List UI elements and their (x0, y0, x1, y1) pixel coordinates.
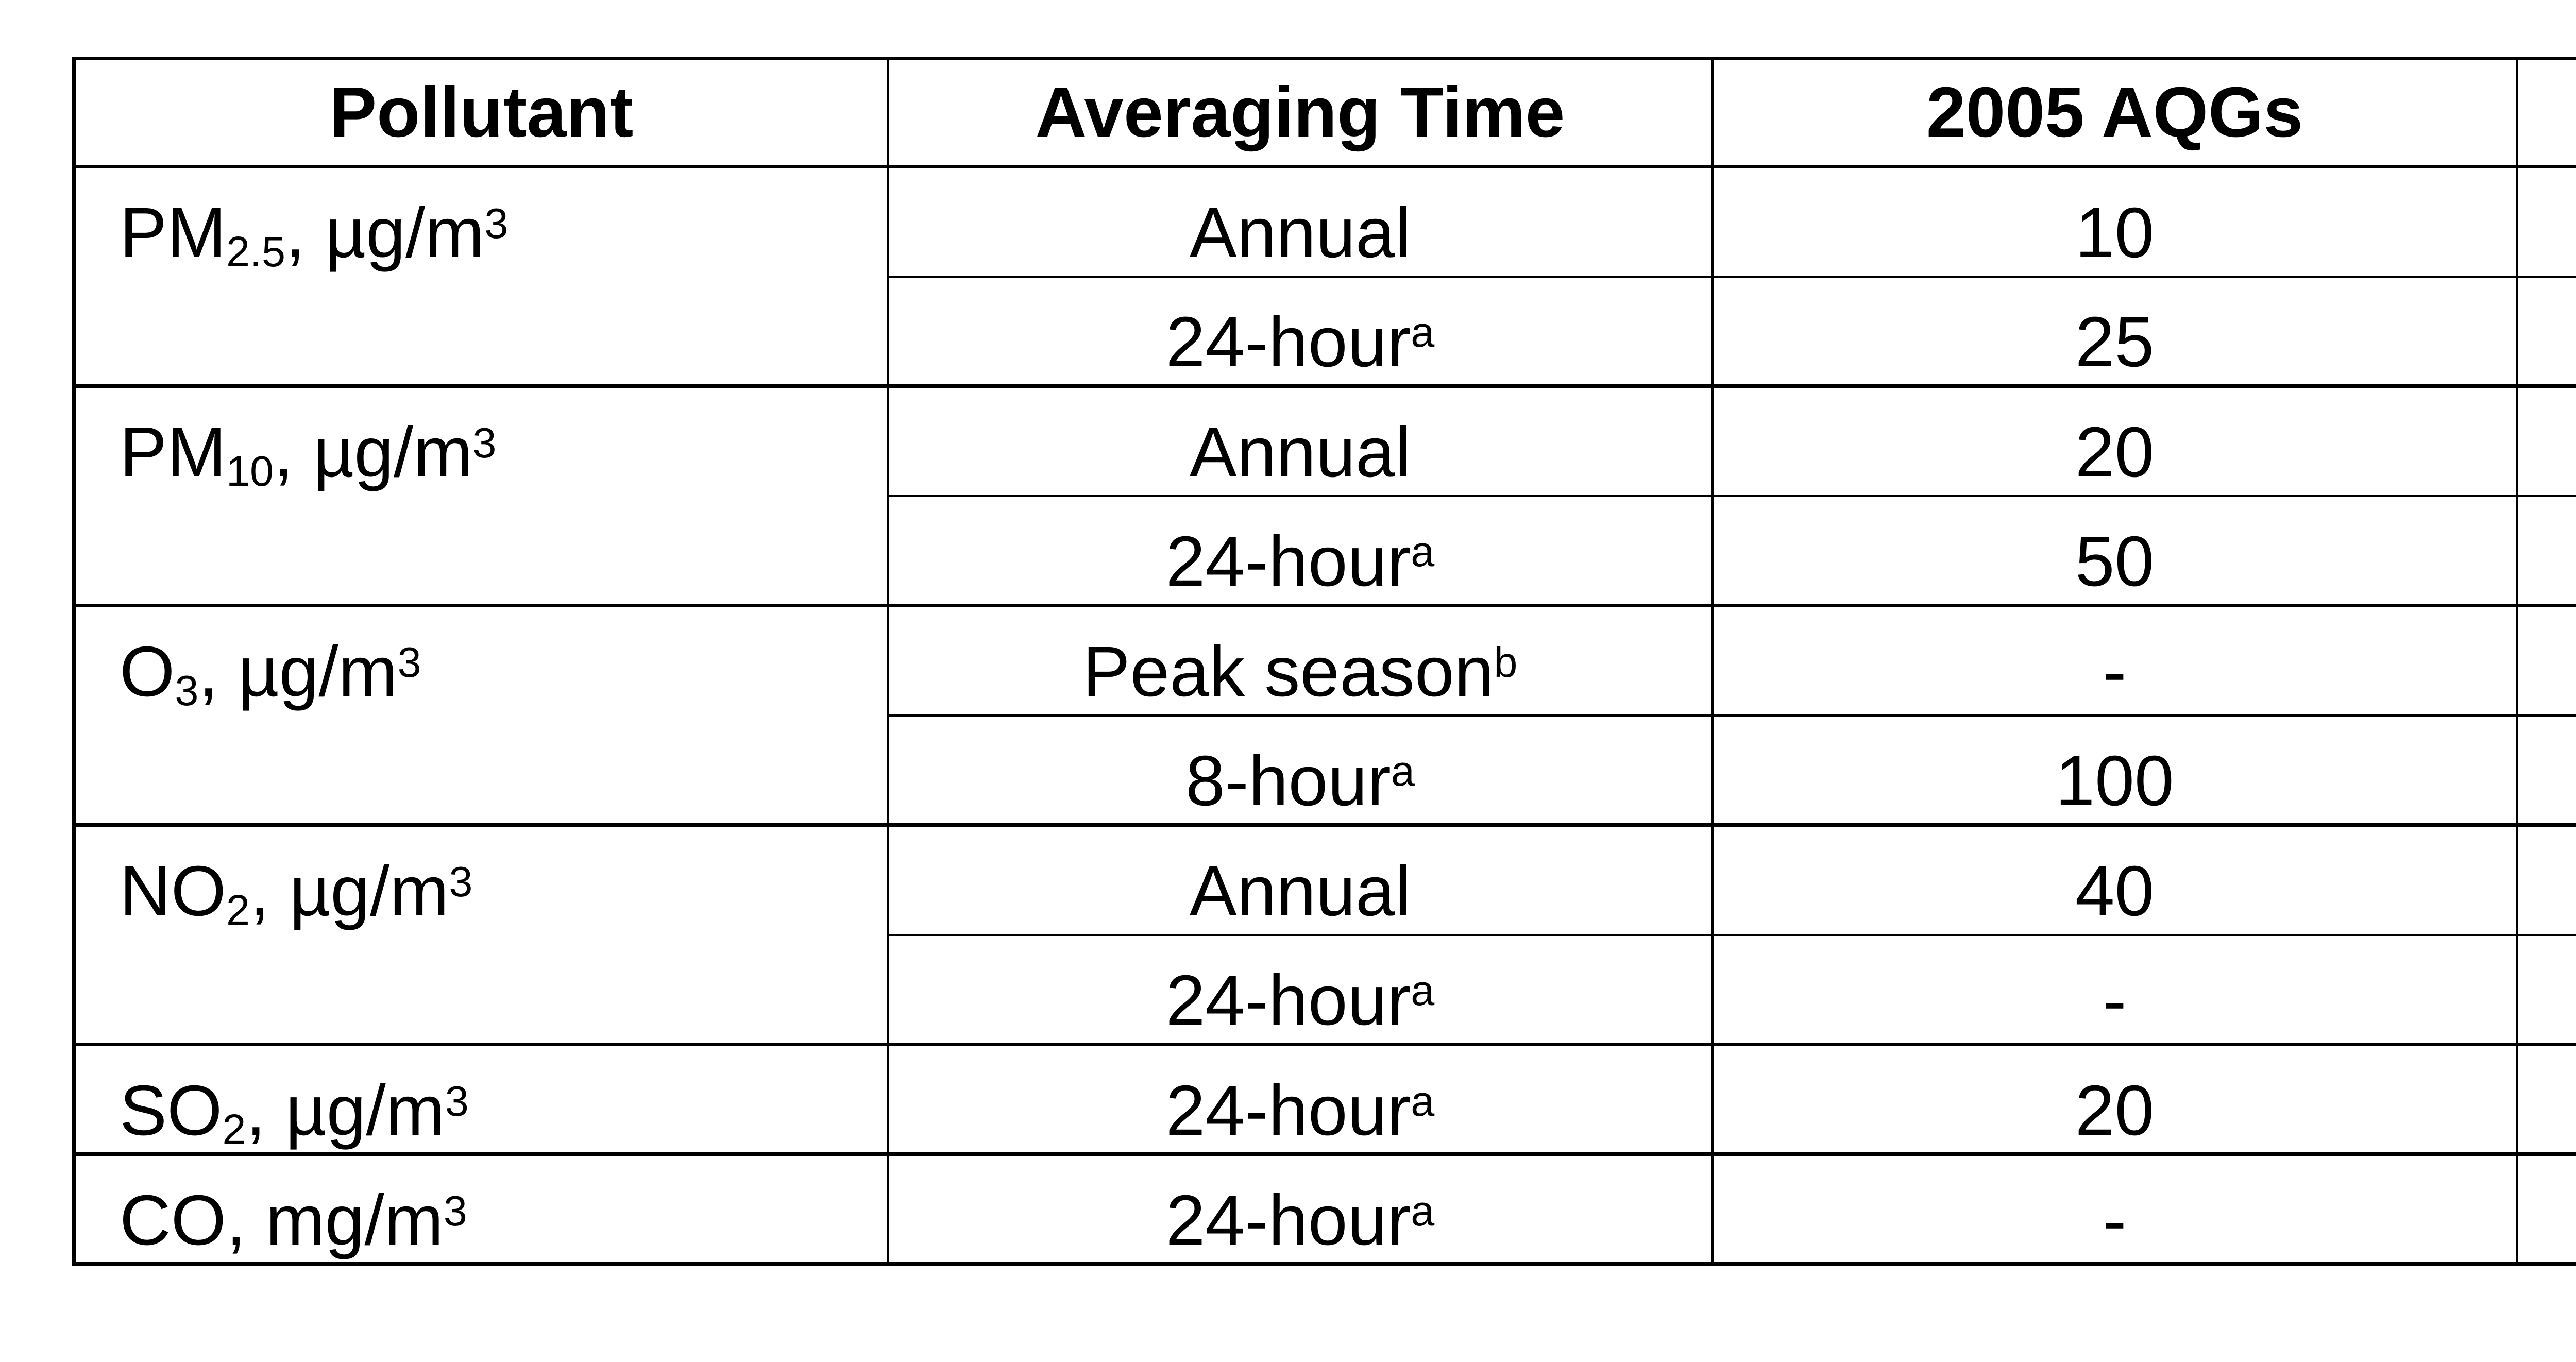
aqg-2005-cell: - (1711, 933, 2518, 1046)
header-pollutant: Pollutant (73, 57, 889, 168)
aqg-2021-cell: 45 (2516, 495, 2576, 607)
aqg-2021-cell: 5 (2516, 165, 2576, 278)
table-row: PM10, µg/m3 Annual 20 15 (73, 384, 2576, 607)
pollutant-subscript: 3 (175, 667, 199, 715)
averaging-time-cell: 8-houra (887, 714, 1714, 826)
aqg-2005-cell: 20 (1711, 1043, 2518, 1155)
pollutant-subscript: 2 (226, 886, 250, 934)
aqg-2005-cell: 25 (1711, 275, 2518, 387)
table-row: 8-houra 100 100 (74, 714, 2576, 826)
pollutant-subscript: 2.5 (226, 228, 286, 276)
pollutant-cell: O3, µg/m3 (73, 604, 889, 826)
pollutant-unit: , µg/m (246, 1071, 445, 1150)
table-header: Pollutant Averaging Time 2005 AQGs 2021 … (73, 57, 2576, 168)
averaging-time-text: 8-hour (1185, 741, 1391, 821)
aqg-2005-cell: - (1711, 1152, 2518, 1265)
averaging-time-text: 24-hour (1165, 1181, 1411, 1260)
footnote-marker: a (1391, 747, 1415, 795)
averaging-time-cell: Annual (887, 823, 1714, 936)
pollutant-unit: , µg/m (285, 193, 485, 273)
footnote-marker: a (1411, 527, 1435, 576)
pollutant-unit-superscript: 3 (445, 1077, 469, 1125)
table-row: 24-houra 50 45 (74, 495, 2576, 607)
averaging-time-text: 24-hour (1165, 521, 1411, 601)
averaging-time-cell: 24-houra (887, 275, 1714, 387)
pollutant-name: SO (120, 1071, 223, 1150)
averaging-time-cell: 24-houra (887, 1152, 1714, 1265)
header-2005-aqgs: 2005 AQGs (1711, 57, 2518, 168)
aqg-2005-cell: 100 (1711, 714, 2518, 826)
footnote-marker: a (1411, 1077, 1435, 1125)
averaging-time-text: Annual (1189, 852, 1411, 931)
pollutant-unit: , µg/m (274, 413, 473, 492)
pollutant-unit: , µg/m (198, 632, 398, 711)
pollutant-name: PM (120, 413, 226, 492)
aqg-2021-cell: 40 (2516, 1043, 2576, 1155)
aqg-2005-cell: 20 (1711, 384, 2518, 497)
aqg-2021-cell: 4 (2516, 1152, 2576, 1265)
table-row: 24-houra 25 15 (74, 275, 2576, 387)
pollutant-unit-superscript: 3 (472, 418, 497, 467)
pollutant-unit-superscript: 3 (443, 1186, 467, 1235)
footnote-marker: b (1494, 638, 1518, 686)
aqg-2021-cell: 15 (2516, 384, 2576, 497)
pollutant-unit-superscript: 3 (449, 857, 473, 906)
averaging-time-cell: 24-houra (887, 495, 1714, 607)
averaging-time-text: Annual (1189, 193, 1411, 273)
aqg-2005-cell: 40 (1711, 823, 2518, 936)
aqg-table-container: Pollutant Averaging Time 2005 AQGs 2021 … (72, 57, 2576, 1266)
pollutant-cell: NO2, µg/m3 (73, 823, 889, 1046)
pollutant-unit-superscript: 3 (397, 638, 421, 686)
aqg-2005-cell: 10 (1711, 165, 2518, 278)
averaging-time-text: 24-hour (1165, 960, 1411, 1040)
pollutant-cell: CO, mg/m3 (73, 1152, 889, 1265)
footnote-marker: a (1411, 308, 1435, 356)
table-row: CO, mg/m3 24-houra - 4 (73, 1152, 2576, 1265)
table-row: O3, µg/m3 Peak seasonb - 60 (73, 604, 2576, 826)
pollutant-subscript: 10 (226, 447, 274, 496)
aqg-table: Pollutant Averaging Time 2005 AQGs 2021 … (72, 57, 2576, 1266)
averaging-time-text: Peak season (1082, 632, 1494, 711)
pollutant-unit: , mg/m (226, 1181, 444, 1260)
footnote-marker: a (1411, 1186, 1435, 1235)
pollutant-subscript: 2 (222, 1105, 246, 1154)
averaging-time-cell: 24-houra (887, 933, 1714, 1046)
averaging-time-cell: Peak seasonb (887, 604, 1714, 717)
averaging-time-text: Annual (1189, 413, 1411, 492)
pollutant-name: O (120, 632, 175, 711)
pollutant-unit-superscript: 3 (484, 199, 509, 247)
averaging-time-text: 24-hour (1165, 1071, 1411, 1150)
pollutant-name: NO (120, 852, 226, 931)
header-row: Pollutant Averaging Time 2005 AQGs 2021 … (73, 57, 2576, 168)
aqg-2005-cell: 50 (1711, 495, 2518, 607)
pollutant-cell: SO2, µg/m3 (73, 1043, 889, 1155)
averaging-time-cell: 24-houra (887, 1043, 1714, 1155)
aqg-2021-cell: 100 (2516, 714, 2576, 826)
aqg-2021-cell: 25 (2516, 933, 2576, 1046)
pollutant-name: PM (120, 193, 226, 273)
pollutant-unit: , µg/m (250, 852, 449, 931)
averaging-time-text: 24-hour (1165, 302, 1411, 382)
aqg-2021-cell: 15 (2516, 275, 2576, 387)
table-row: NO2, µg/m3 Annual 40 10 (73, 823, 2576, 1046)
pollutant-cell: PM2.5, µg/m3 (73, 165, 889, 387)
aqg-2005-cell: - (1711, 604, 2518, 717)
table-body: PM2.5, µg/m3 Annual 10 5 24-houra 25 15 … (73, 165, 2576, 1265)
table-row: 24-houra - 25 (74, 933, 2576, 1046)
pollutant-name: CO (120, 1181, 226, 1260)
aqg-2021-cell: 60 (2516, 604, 2576, 717)
aqg-2021-cell: 10 (2516, 823, 2576, 936)
footnote-marker: a (1411, 966, 1435, 1015)
header-2021-aqgs: 2021 AQGs (2516, 57, 2576, 168)
averaging-time-cell: Annual (887, 384, 1714, 497)
pollutant-cell: PM10, µg/m3 (73, 384, 889, 607)
header-averaging-time: Averaging Time (887, 57, 1714, 168)
averaging-time-cell: Annual (887, 165, 1714, 278)
table-row: PM2.5, µg/m3 Annual 10 5 (73, 165, 2576, 387)
table-row: SO2, µg/m3 24-houra 20 40 (73, 1043, 2576, 1155)
